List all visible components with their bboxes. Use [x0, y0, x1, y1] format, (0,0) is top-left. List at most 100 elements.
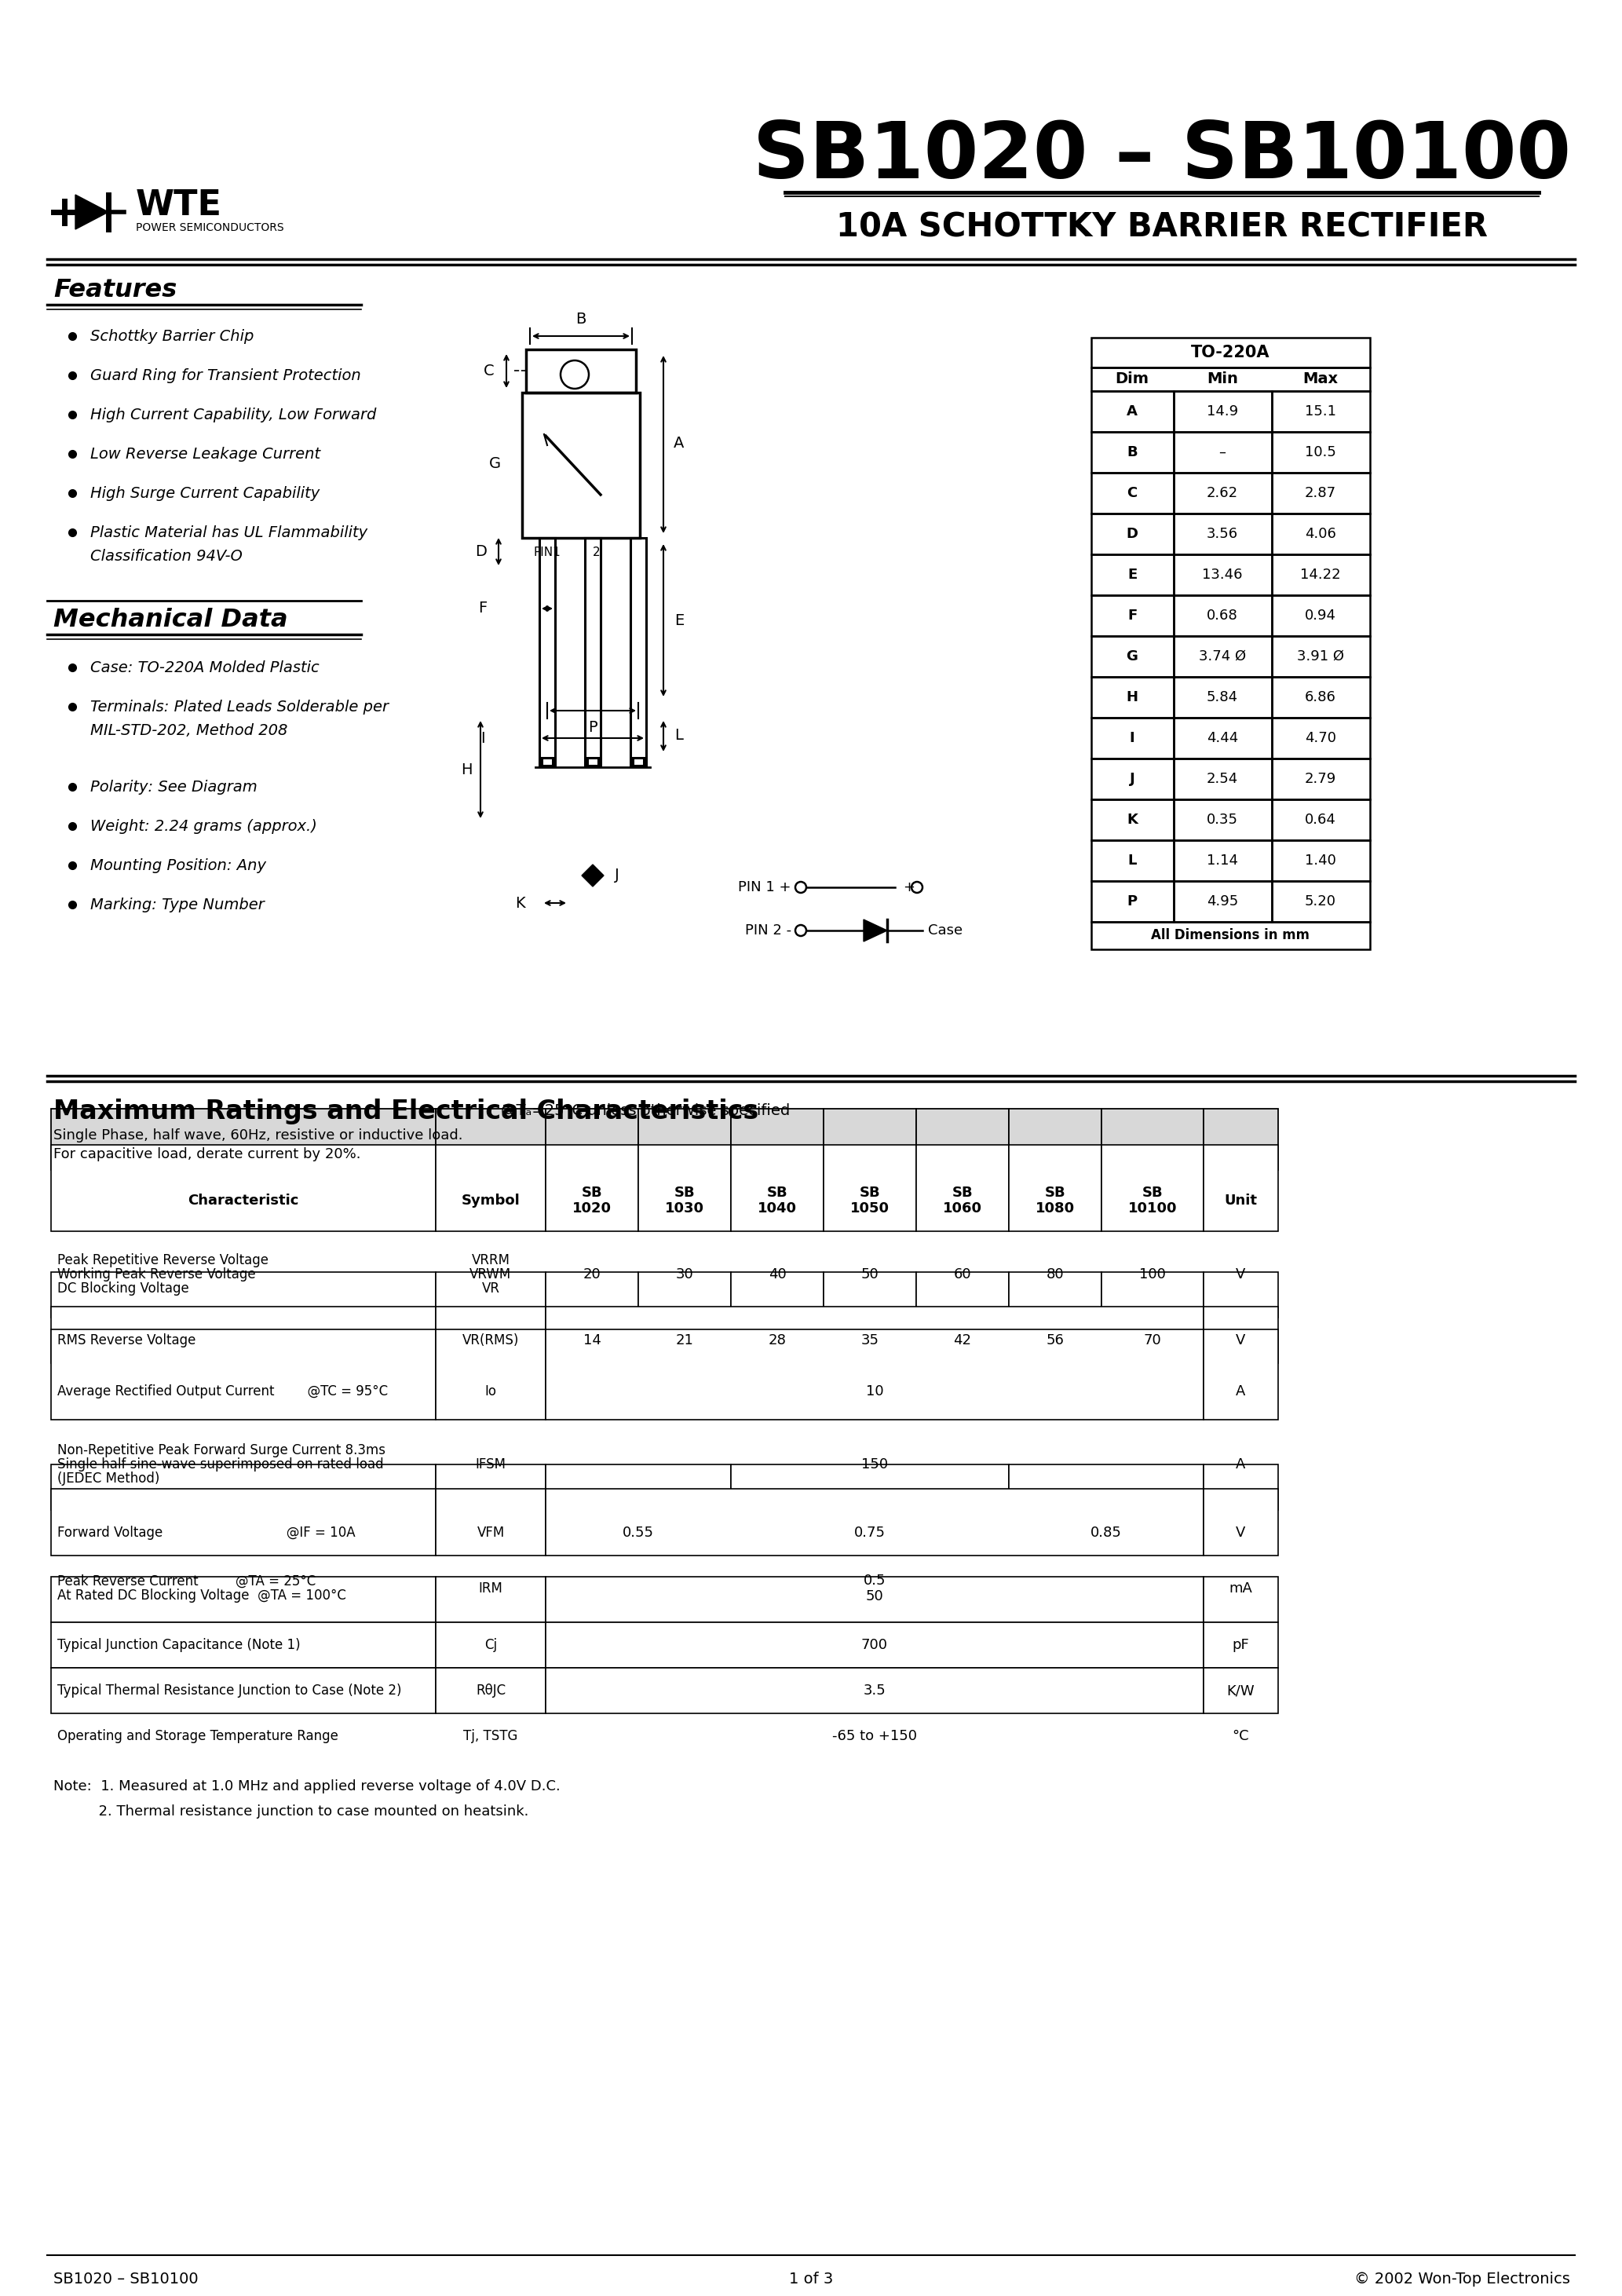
Text: PIN1: PIN1 — [534, 546, 561, 558]
Text: IRM: IRM — [478, 1582, 503, 1596]
Bar — [50, 1577, 436, 1623]
Text: 3.91 Ø: 3.91 Ø — [1298, 650, 1345, 664]
Text: RMS Reverse Voltage: RMS Reverse Voltage — [57, 1334, 196, 1348]
Text: 2. Thermal resistance junction to case mounted on heatsink.: 2. Thermal resistance junction to case m… — [54, 1805, 529, 1818]
Bar — [1092, 367, 1371, 390]
Text: 2.54: 2.54 — [1207, 771, 1238, 785]
Text: Forward Voltage                              @IF = 10A: Forward Voltage @IF = 10A — [57, 1527, 355, 1541]
Bar — [1272, 473, 1371, 514]
Text: B: B — [576, 312, 586, 326]
Bar — [1092, 758, 1174, 799]
Text: MIL-STD-202, Method 208: MIL-STD-202, Method 208 — [91, 723, 287, 737]
Text: D: D — [1126, 526, 1139, 542]
Text: SB: SB — [1142, 1187, 1163, 1201]
Text: A: A — [673, 436, 684, 450]
Text: L: L — [1127, 854, 1137, 868]
Text: 6.86: 6.86 — [1304, 691, 1337, 705]
Bar — [639, 1272, 732, 1318]
Text: Case: Case — [928, 923, 962, 937]
Text: Mounting Position: Any: Mounting Position: Any — [91, 859, 266, 872]
Text: 20: 20 — [582, 1267, 600, 1281]
Text: °C: °C — [1233, 1729, 1249, 1743]
Text: SB: SB — [582, 1187, 602, 1201]
Bar — [1174, 799, 1272, 840]
Text: 1020: 1020 — [573, 1201, 611, 1215]
Bar — [50, 1488, 436, 1554]
Bar — [545, 1272, 639, 1318]
Text: 0.75: 0.75 — [855, 1527, 886, 1541]
Text: C: C — [483, 363, 495, 379]
Text: Max: Max — [1302, 372, 1338, 386]
Bar — [1174, 758, 1272, 799]
Text: © 2002 Won-Top Electronics: © 2002 Won-Top Electronics — [1354, 2271, 1570, 2287]
Text: WTE: WTE — [136, 188, 222, 223]
Bar — [50, 1306, 436, 1364]
Text: K: K — [514, 895, 524, 912]
Text: 0.55: 0.55 — [623, 1527, 654, 1541]
Bar — [50, 1329, 436, 1419]
Text: 70: 70 — [1144, 1334, 1161, 1348]
Text: At Rated DC Blocking Voltage  @TA = 100°C: At Rated DC Blocking Voltage @TA = 100°C — [57, 1589, 345, 1603]
Bar — [1009, 1146, 1101, 1231]
Text: Characteristic: Characteristic — [188, 1194, 298, 1208]
Text: For capacitive load, derate current by 20%.: For capacitive load, derate current by 2… — [54, 1148, 360, 1162]
Bar — [1174, 553, 1272, 595]
Text: SB1020 – SB10100: SB1020 – SB10100 — [54, 2271, 198, 2287]
Text: A: A — [1236, 1384, 1246, 1398]
Text: +: + — [903, 879, 915, 895]
Bar — [1092, 553, 1174, 595]
Bar — [1204, 1146, 1278, 1231]
Bar — [1272, 432, 1371, 473]
Text: 15.1: 15.1 — [1304, 404, 1337, 418]
Bar — [1174, 595, 1272, 636]
Bar — [587, 758, 599, 765]
Text: 1080: 1080 — [1035, 1201, 1075, 1215]
Text: 30: 30 — [676, 1267, 694, 1281]
Text: H: H — [461, 762, 472, 776]
Text: SB: SB — [1045, 1187, 1066, 1201]
Text: Peak Repetitive Reverse Voltage: Peak Repetitive Reverse Voltage — [57, 1254, 269, 1267]
Text: 700: 700 — [861, 1637, 887, 1653]
Bar — [545, 1146, 639, 1231]
Text: High Surge Current Capability: High Surge Current Capability — [91, 487, 320, 501]
Text: 0.94: 0.94 — [1304, 608, 1337, 622]
Text: 1060: 1060 — [942, 1201, 983, 1215]
Text: 50: 50 — [861, 1267, 879, 1281]
Bar — [732, 1146, 824, 1231]
Text: 5.20: 5.20 — [1304, 895, 1337, 909]
Text: All Dimensions in mm: All Dimensions in mm — [1152, 928, 1309, 941]
Text: V: V — [1236, 1527, 1246, 1541]
Text: 4.44: 4.44 — [1207, 730, 1238, 746]
Text: SB: SB — [675, 1187, 696, 1201]
Text: J: J — [615, 868, 620, 884]
Bar — [1174, 677, 1272, 719]
Text: Min: Min — [1207, 372, 1238, 386]
Bar — [1174, 514, 1272, 553]
Bar — [50, 1465, 436, 1511]
Text: 3.5: 3.5 — [863, 1683, 886, 1697]
Text: I: I — [1129, 730, 1135, 746]
Text: Mechanical Data: Mechanical Data — [54, 608, 287, 631]
Text: 1.14: 1.14 — [1207, 854, 1238, 868]
Text: IFSM: IFSM — [475, 1458, 506, 1472]
Bar — [436, 1623, 545, 1667]
Bar — [436, 1146, 545, 1231]
Text: Non-Repetitive Peak Forward Surge Current 8.3ms: Non-Repetitive Peak Forward Surge Curren… — [57, 1444, 386, 1458]
Text: Unit: Unit — [1225, 1194, 1257, 1208]
Text: Dim: Dim — [1116, 372, 1148, 386]
Bar — [1204, 1306, 1278, 1364]
Text: 0.5: 0.5 — [863, 1573, 886, 1589]
Text: E: E — [675, 613, 684, 627]
Bar — [540, 537, 555, 765]
Text: K: K — [1127, 813, 1137, 827]
Bar — [1174, 840, 1272, 882]
Bar — [1272, 840, 1371, 882]
Text: 150: 150 — [861, 1458, 887, 1472]
Bar — [633, 758, 644, 765]
Bar — [1204, 1109, 1278, 1171]
Bar — [1174, 432, 1272, 473]
Text: RθJC: RθJC — [475, 1683, 506, 1697]
Bar — [436, 1667, 545, 1713]
Polygon shape — [75, 195, 109, 230]
Text: mA: mA — [1229, 1582, 1252, 1596]
